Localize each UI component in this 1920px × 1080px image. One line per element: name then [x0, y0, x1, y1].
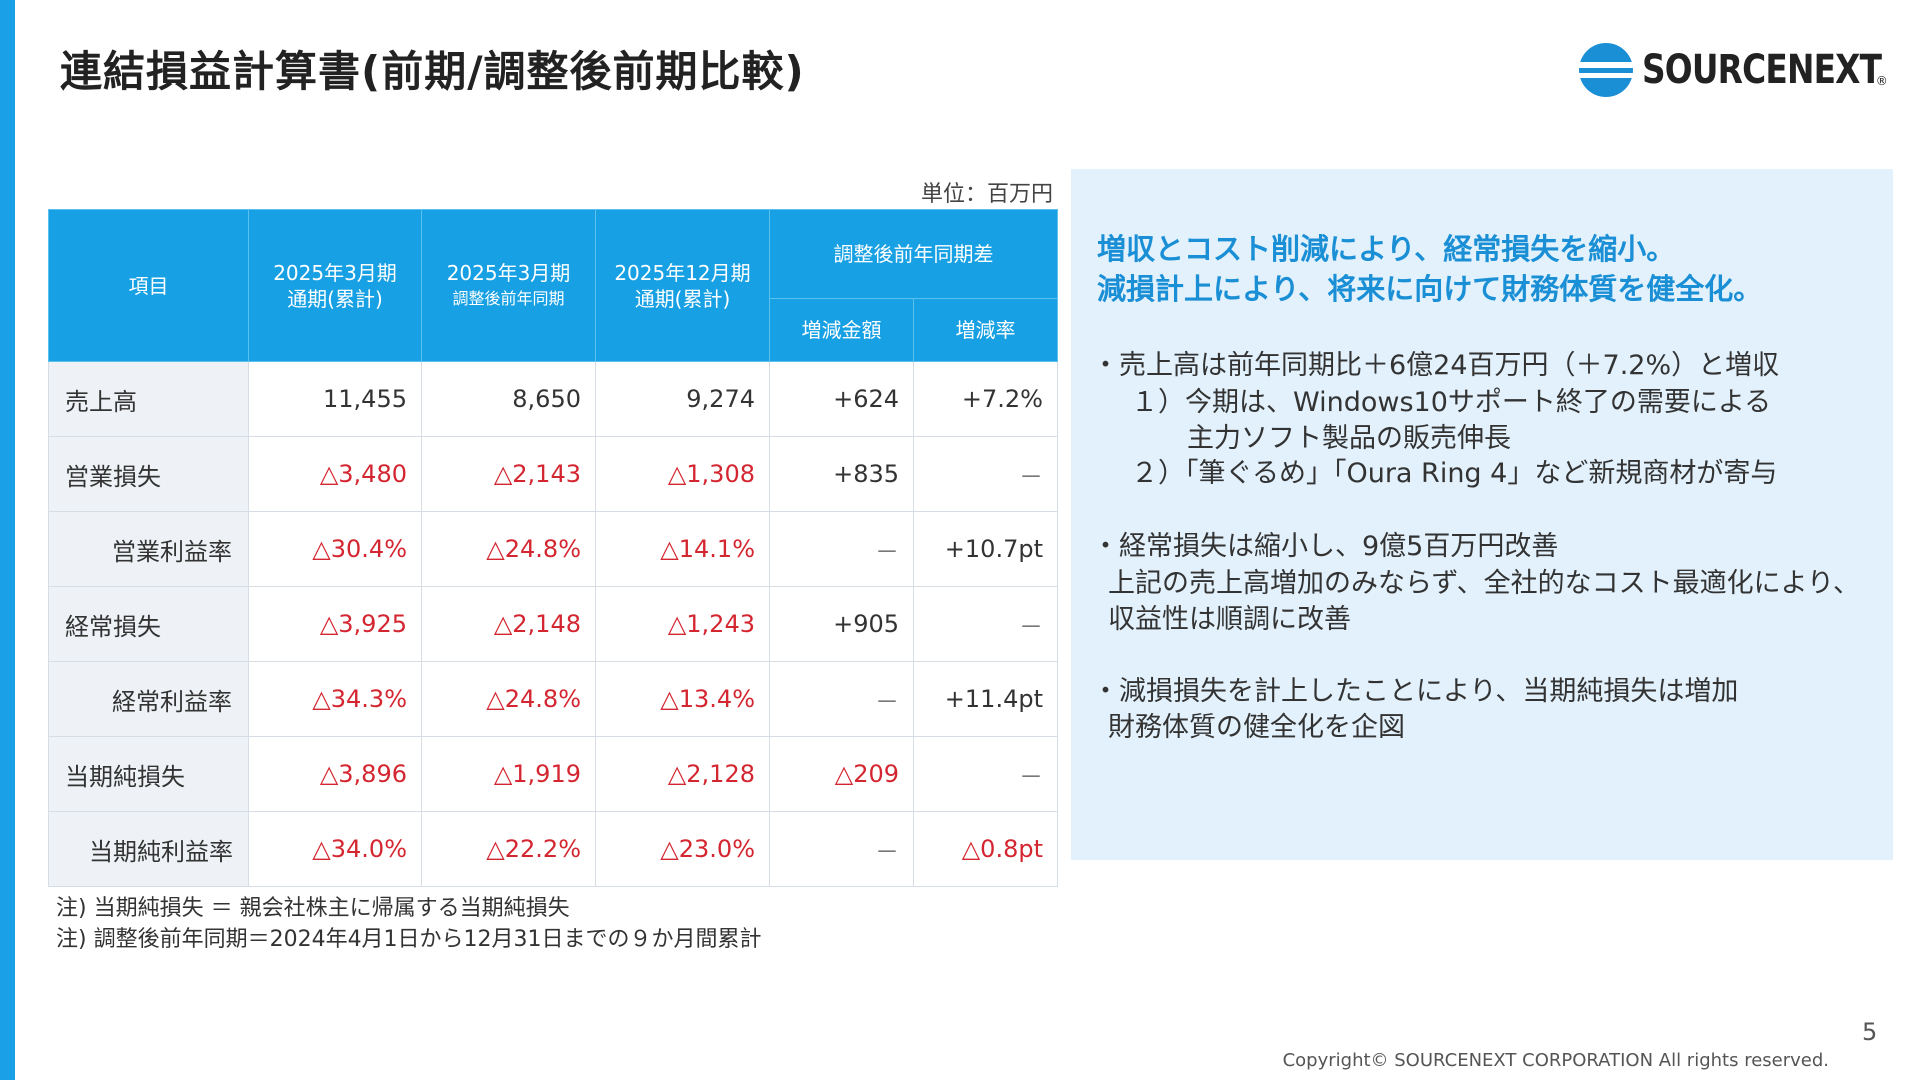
page-number: 5: [1862, 1018, 1878, 1046]
panel-headline: 減損計上により、将来に向けて財務体質を健全化。: [1097, 272, 1763, 306]
row-label: 売上高: [48, 361, 249, 437]
header-line: 2025年3月期: [446, 260, 571, 285]
logo-text: SOURCENEXT: [1642, 47, 1882, 93]
panel-line: ・売上高は前年同期比＋6億24百万円（＋7.2%）と増収: [1092, 350, 1780, 381]
row-label: 経常利益率: [48, 661, 249, 737]
notes: 注) 当期純損失 ＝ 親会社株主に帰属する当期純損失 注) 調整後前年同期＝20…: [56, 893, 762, 955]
cell: －: [913, 436, 1058, 512]
income-table: 項目 2025年3月期 通期(累計) 2025年3月期 調整後前年同期 2025年1…: [48, 209, 1058, 887]
cell: △30.4%: [248, 511, 422, 587]
header-line: 2025年3月期: [273, 260, 397, 285]
panel-line: 主力ソフト製品の販売伸長: [1187, 423, 1511, 454]
cell: △2,143: [421, 436, 596, 512]
header-line: 2025年12月期: [614, 260, 751, 285]
cell: △1,243: [595, 586, 770, 662]
note: 注) 調整後前年同期＝2024年4月1日から12月31日までの９か月間累計: [56, 927, 762, 952]
panel-headline: 増収とコスト削減により、経常損失を縮小。: [1097, 232, 1676, 266]
panel-line: 上記の売上高増加のみならず、全社的なコスト最適化により、: [1108, 568, 1860, 599]
table-row: 経常損失 △3,925 △2,148 △1,243 +905 －: [48, 586, 1058, 662]
table-row: 当期純利益率 △34.0% △22.2% △23.0% － △0.8pt: [48, 811, 1058, 887]
header-cell: 2025年12月期 通期(累計): [595, 209, 770, 362]
cell: +835: [769, 436, 914, 512]
cell: △34.3%: [248, 661, 422, 737]
cell: △1,308: [595, 436, 770, 512]
cell: △24.8%: [421, 661, 596, 737]
header-cell: 項目: [48, 209, 249, 362]
cell: △23.0%: [595, 811, 770, 887]
panel-line: ・減損損失を計上したことにより、当期純損失は増加: [1092, 676, 1739, 707]
logo-icon: [1578, 43, 1634, 97]
title: 連結損益計算書(前期/調整後前期比較): [60, 47, 805, 96]
copyright: Copyright© SOURCENEXT CORPORATION All ri…: [1282, 1050, 1829, 1071]
header-cell: 2025年3月期 通期(累計): [248, 209, 422, 362]
cell: △3,896: [248, 736, 422, 812]
table-row: 営業損失 △3,480 △2,143 △1,308 +835 －: [48, 436, 1058, 512]
row-label: 当期純利益率: [48, 811, 249, 887]
table-row: 当期純損失 △3,896 △1,919 △2,128 △209 －: [48, 736, 1058, 812]
header-cell: 増減率: [913, 298, 1058, 362]
summary-panel: [1071, 169, 1893, 860]
row-label: 営業損失: [48, 436, 249, 512]
panel-line: 財務体質の健全化を企図: [1108, 712, 1405, 743]
table-row: 売上高 11,455 8,650 9,274 +624 +7.2%: [48, 361, 1058, 437]
cell: △24.8%: [421, 511, 596, 587]
cell: △14.1%: [595, 511, 770, 587]
unit-label: 単位：百万円: [920, 182, 1053, 207]
cell: △34.0%: [248, 811, 422, 887]
cell: △3,925: [248, 586, 422, 662]
header-cell: 2025年3月期調整後前年同期: [421, 209, 596, 362]
cell: 8,650: [421, 361, 596, 437]
cell: △2,148: [421, 586, 596, 662]
header-cell: 増減金額: [769, 298, 914, 362]
cell: －: [913, 586, 1058, 662]
cell: △13.4%: [595, 661, 770, 737]
cell: +11.4pt: [913, 661, 1058, 737]
panel-line: １）今期は、Windows10サポート終了の需要による: [1131, 387, 1772, 418]
cell: △22.2%: [421, 811, 596, 887]
header-cell: 調整後前年同期差: [769, 209, 1058, 299]
cell: 11,455: [248, 361, 422, 437]
header-line: 通期(累計): [634, 286, 731, 311]
table-row: 経常利益率 △34.3% △24.8% △13.4% － +11.4pt: [48, 661, 1058, 737]
logo: SOURCENEXT ®: [1578, 40, 1888, 100]
cell: △2,128: [595, 736, 770, 812]
cell: －: [769, 661, 914, 737]
header-line: 通期(累計): [287, 286, 383, 311]
note: 注) 当期純損失 ＝ 親会社株主に帰属する当期純損失: [56, 896, 570, 921]
cell: +905: [769, 586, 914, 662]
cell: +10.7pt: [913, 511, 1058, 587]
row-label: 経常損失: [48, 586, 249, 662]
cell: △3,480: [248, 436, 422, 512]
cell: △0.8pt: [913, 811, 1058, 887]
cell: －: [769, 811, 914, 887]
row-label: 当期純損失: [48, 736, 249, 812]
cell: 9,274: [595, 361, 770, 437]
cell: +624: [769, 361, 914, 437]
panel-line: 収益性は順調に改善: [1108, 604, 1351, 635]
cell: △1,919: [421, 736, 596, 812]
cell: △209: [769, 736, 914, 812]
logo-mark: ®: [1875, 74, 1888, 88]
panel-line: ２）「筆ぐるめ」「Oura Ring 4」など新規商材が寄与: [1131, 458, 1778, 489]
row-label: 営業利益率: [48, 511, 249, 587]
header-line: 調整後前年同期: [452, 288, 565, 308]
table-row: 営業利益率 △30.4% △24.8% △14.1% － +10.7pt: [48, 511, 1058, 587]
table-body: 売上高 11,455 8,650 9,274 +624 +7.2% 営業損失 △3,480 △2…: [48, 361, 1058, 887]
panel-line: ・経常損失は縮小し、9億5百万円改善: [1092, 531, 1559, 562]
accent-bar: [0, 0, 15, 1080]
cell: －: [769, 511, 914, 587]
cell: +7.2%: [913, 361, 1058, 437]
cell: －: [913, 736, 1058, 812]
